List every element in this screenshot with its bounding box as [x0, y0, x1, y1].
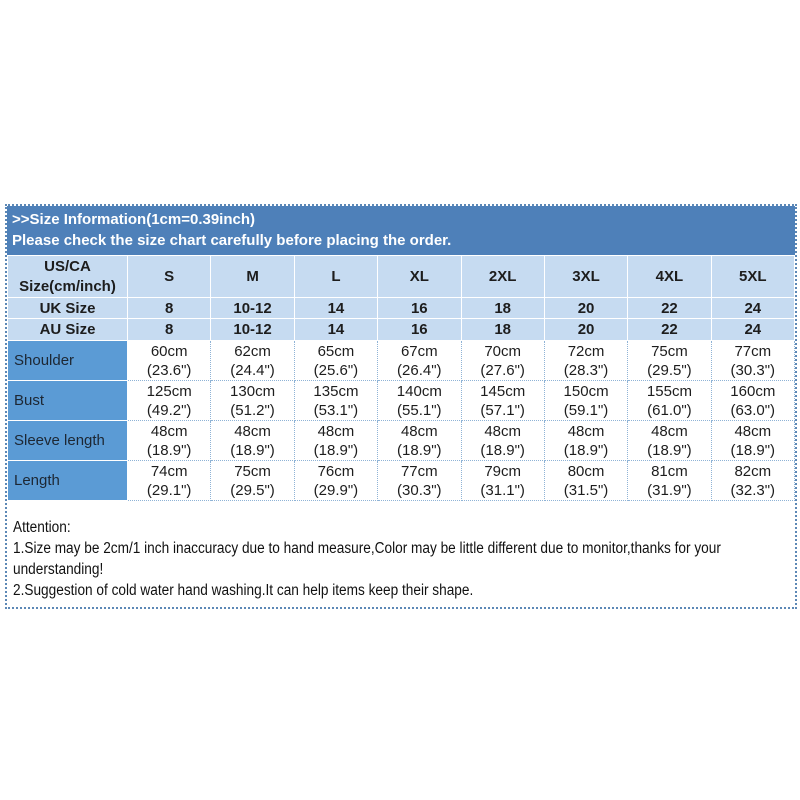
- measurement-cell: 70cm (27.6"): [460, 340, 545, 381]
- measurement-cell: 62cm (24.4"): [210, 340, 295, 381]
- corner-line-2: Size(cm/inch): [19, 277, 116, 295]
- au-size-cell: 20: [543, 318, 629, 341]
- measurement-cell: 48cm (18.9"): [126, 420, 212, 461]
- measurement-cell: 48cm (18.9"): [460, 420, 545, 461]
- measurement-cell: 82cm (32.3"): [710, 460, 796, 501]
- measurement-cell: 48cm (18.9"): [710, 420, 796, 461]
- measurement-cell: 48cm (18.9"): [210, 420, 295, 461]
- au-size-cell: 10-12: [210, 318, 295, 341]
- au-size-cell: 8: [126, 318, 212, 341]
- au-size-cell: 22: [627, 318, 712, 341]
- bust-row: Bust 125cm (49.2") 130cm (51.2") 135cm (53.…: [7, 380, 796, 421]
- attention-note-1-cont: understanding!: [13, 561, 104, 578]
- measurement-cell: 81cm (31.9"): [627, 460, 712, 501]
- size-header-cell: XL: [377, 255, 462, 298]
- measurement-cell: 74cm (29.1"): [126, 460, 212, 501]
- measurement-cell: 60cm (23.6"): [126, 340, 212, 381]
- size-header-cell: L: [293, 255, 379, 298]
- au-size-cell: 16: [377, 318, 462, 341]
- au-size-row: AU Size 8 10-12 14 16 18 20 22 24: [7, 318, 796, 341]
- measurement-cell: 72cm (28.3"): [543, 340, 629, 381]
- measurement-cell: 77cm (30.3"): [377, 460, 462, 501]
- au-size-cell: 24: [710, 318, 796, 341]
- shoulder-row: Shoulder 60cm (23.6") 62cm (24.4") 65cm (25…: [7, 340, 796, 381]
- measurement-cell: 145cm (57.1"): [460, 380, 545, 421]
- measurement-label: Bust: [7, 380, 128, 421]
- measurement-cell: 125cm (49.2"): [126, 380, 212, 421]
- size-header-cell: S: [126, 255, 212, 298]
- size-header-row: US/CA Size(cm/inch) S M L XL 2XL 3XL 4XL…: [7, 255, 796, 298]
- measurement-label: Length: [7, 460, 128, 501]
- spacer: [7, 501, 795, 512]
- uk-size-cell: 24: [710, 297, 796, 319]
- size-header-cell: 4XL: [627, 255, 712, 298]
- size-header-cell: M: [210, 255, 295, 298]
- size-chart-table: US/CA Size(cm/inch) S M L XL 2XL 3XL 4XL…: [7, 255, 796, 501]
- size-header-cell: 3XL: [543, 255, 629, 298]
- measurement-cell: 75cm (29.5"): [627, 340, 712, 381]
- measurement-cell: 48cm (18.9"): [627, 420, 712, 461]
- uk-size-cell: 18: [460, 297, 545, 319]
- attention-note-2: 2.Suggestion of cold water hand washing.…: [13, 582, 474, 599]
- measurement-cell: 79cm (31.1"): [460, 460, 545, 501]
- measurement-cell: 48cm (18.9"): [377, 420, 462, 461]
- attention-heading: Attention:: [13, 519, 71, 536]
- au-size-label: AU Size: [7, 318, 128, 341]
- measurement-cell: 80cm (31.5"): [543, 460, 629, 501]
- measurement-cell: 48cm (18.9"): [543, 420, 629, 461]
- title-line-1: >>Size Information(1cm=0.39inch): [12, 211, 255, 228]
- sleeve-length-row: Sleeve length 48cm (18.9") 48cm (18.9") 48…: [7, 420, 796, 461]
- uk-size-label: UK Size: [7, 297, 128, 319]
- au-size-cell: 14: [293, 318, 379, 341]
- measurement-cell: 130cm (51.2"): [210, 380, 295, 421]
- size-header-cell: 2XL: [460, 255, 545, 298]
- measurement-cell: 48cm (18.9"): [293, 420, 379, 461]
- corner-header-cell: US/CA Size(cm/inch): [7, 255, 128, 298]
- measurement-cell: 77cm (30.3"): [710, 340, 796, 381]
- uk-size-row: UK Size 8 10-12 14 16 18 20 22 24: [7, 297, 796, 319]
- uk-size-cell: 10-12: [210, 297, 295, 319]
- uk-size-cell: 22: [627, 297, 712, 319]
- size-info-panel: >>Size Information(1cm=0.39inch) Please …: [5, 204, 797, 609]
- title-bar: >>Size Information(1cm=0.39inch) Please …: [7, 206, 795, 255]
- uk-size-cell: 20: [543, 297, 629, 319]
- uk-size-cell: 14: [293, 297, 379, 319]
- size-header-cell: 5XL: [710, 255, 796, 298]
- measurement-cell: 76cm (29.9"): [293, 460, 379, 501]
- measurement-label: Sleeve length: [7, 420, 128, 461]
- length-row: Length 74cm (29.1") 75cm (29.5") 76cm (29.9…: [7, 460, 796, 501]
- attention-section: Attention: 1.Size may be 2cm/1 inch inac…: [7, 512, 795, 607]
- corner-line-1: US/CA: [44, 257, 91, 275]
- measurement-cell: 160cm (63.0"): [710, 380, 796, 421]
- uk-size-cell: 16: [377, 297, 462, 319]
- measurement-label: Shoulder: [7, 340, 128, 381]
- measurement-cell: 67cm (26.4"): [377, 340, 462, 381]
- au-size-cell: 18: [460, 318, 545, 341]
- measurement-cell: 75cm (29.5"): [210, 460, 295, 501]
- measurement-cell: 150cm (59.1"): [543, 380, 629, 421]
- measurement-cell: 135cm (53.1"): [293, 380, 379, 421]
- title-line-2: Please check the size chart carefully be…: [12, 232, 452, 249]
- attention-note-1: 1.Size may be 2cm/1 inch inaccuracy due …: [13, 540, 721, 557]
- measurement-cell: 140cm (55.1"): [377, 380, 462, 421]
- uk-size-cell: 8: [126, 297, 212, 319]
- measurement-cell: 155cm (61.0"): [627, 380, 712, 421]
- measurement-cell: 65cm (25.6"): [293, 340, 379, 381]
